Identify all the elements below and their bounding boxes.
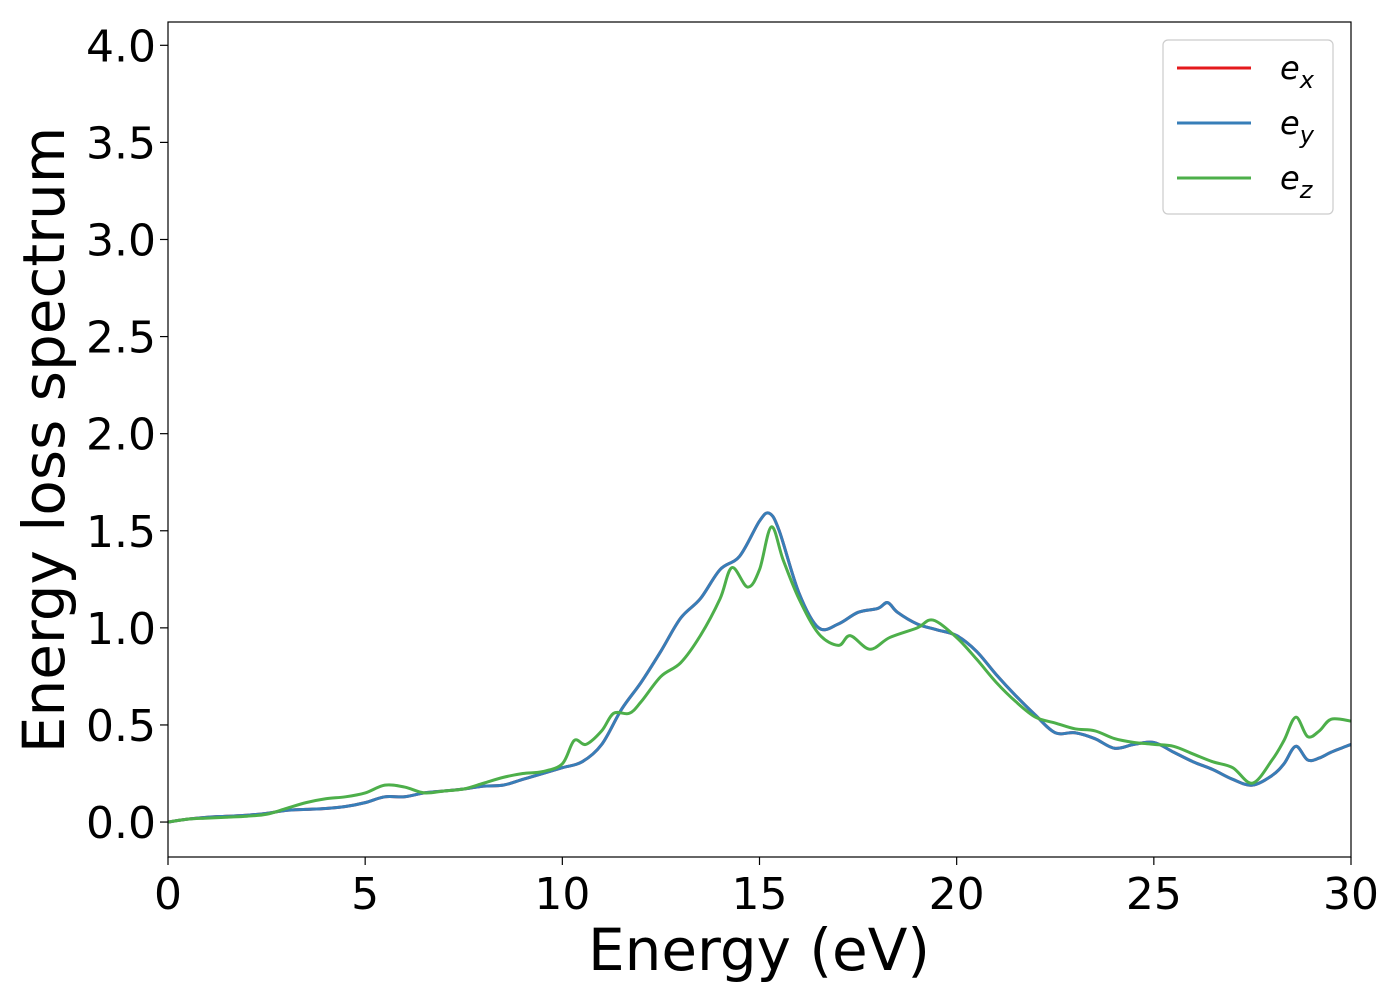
y-tick-label: 4.0: [86, 21, 156, 72]
series-layer: [168, 511, 1351, 824]
y-axis-label: Energy loss spectrum: [10, 127, 78, 753]
y-tick-label: 2.0: [86, 410, 156, 461]
x-axis-ticks: 0 5 10 15 20 25 30: [154, 857, 1379, 920]
legend-item-x: ex: [1177, 49, 1315, 94]
legend-label: ex: [1280, 49, 1315, 94]
y-tick-label: 1.5: [86, 507, 156, 558]
legend-label: ez: [1280, 159, 1314, 204]
y-tick-label: 0.0: [86, 798, 156, 849]
y-tick-label: 0.5: [86, 701, 156, 752]
y-tick-label: 1.0: [86, 604, 156, 655]
legend: ex ey ez: [1162, 39, 1334, 215]
y-axis-ticks: 0.0 0.5 1.0 1.5 2.0 2.5 3.0 3.5 4.0: [86, 21, 168, 849]
x-tick-label: 0: [154, 869, 182, 920]
x-tick-label: 25: [1126, 869, 1182, 920]
legend-label: ey: [1280, 104, 1315, 149]
x-tick-label: 20: [929, 869, 985, 920]
y-tick-label: 3.0: [86, 215, 156, 266]
y-tick-label: 3.5: [86, 118, 156, 169]
series-line-x: [168, 511, 1351, 824]
x-axis-label: Energy (eV): [588, 916, 930, 984]
legend-item-z: ez: [1177, 159, 1314, 204]
series-line-y: [168, 511, 1351, 824]
legend-box: [1162, 39, 1334, 215]
legend-items: ex ey ez: [1177, 49, 1315, 204]
x-tick-label: 5: [351, 869, 379, 920]
x-tick-label: 15: [732, 869, 788, 920]
series-line-z: [168, 525, 1351, 824]
x-tick-label: 10: [534, 869, 590, 920]
x-tick-label: 30: [1323, 869, 1379, 920]
y-tick-label: 2.5: [86, 313, 156, 364]
legend-item-y: ey: [1177, 104, 1315, 149]
